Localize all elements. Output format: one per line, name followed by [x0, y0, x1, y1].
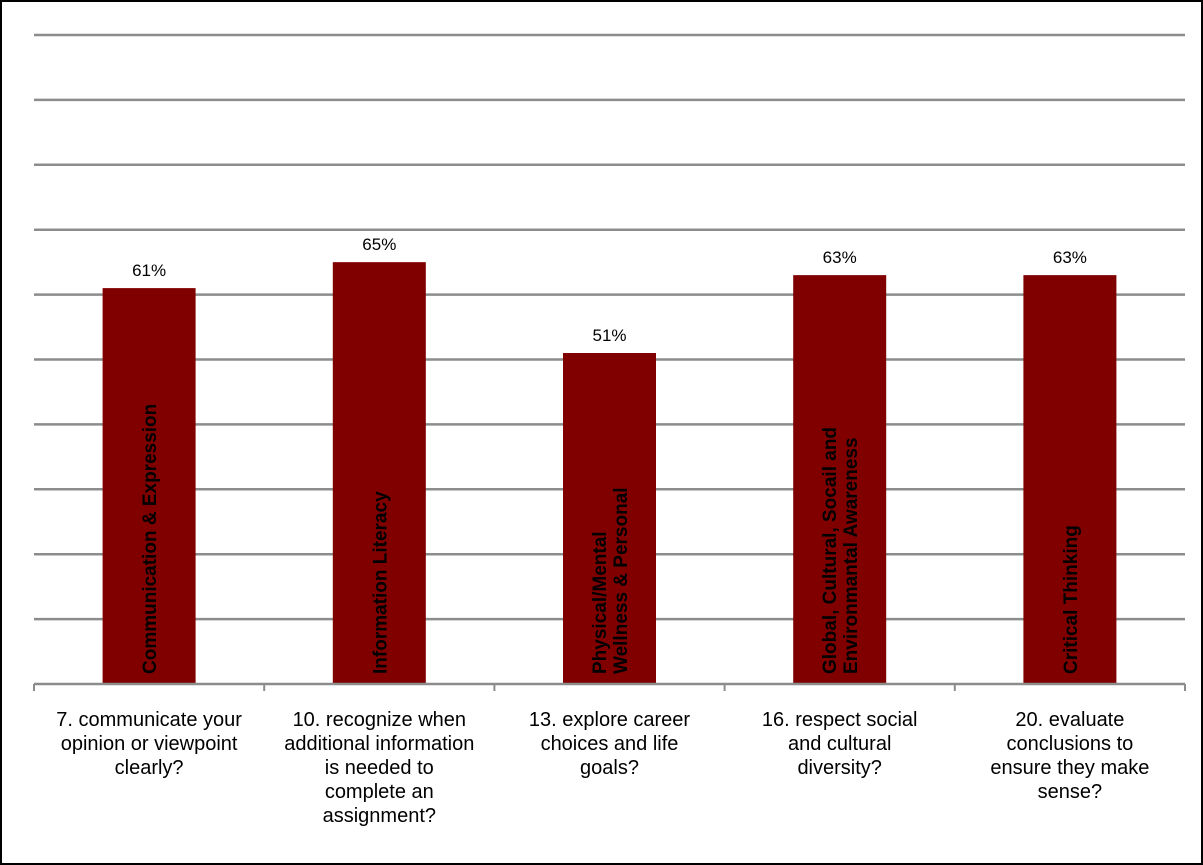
bar [563, 353, 656, 684]
bar-inner-label: Information Literacy [370, 491, 391, 674]
data-label: 61% [132, 261, 166, 280]
data-label: 51% [592, 326, 626, 345]
bar-inner-label: Global, Cultural, Socail and [820, 427, 841, 674]
x-tick-label: 20. evaluate conclusions to ensure they … [990, 709, 1150, 803]
data-label: 63% [823, 248, 857, 267]
bar-inner-label: Critical Thinking [1061, 525, 1082, 674]
data-label: 63% [1053, 248, 1087, 267]
x-tick-label: 16. respect social and cultural diversit… [761, 709, 918, 779]
bar [1023, 275, 1117, 684]
bar-inner-label: Environmantal Awareness [841, 437, 862, 674]
x-tick-label: 13. explore career choices and life goal… [528, 709, 691, 779]
bar [332, 262, 426, 684]
bar-inner-label: Physical/Mental [590, 531, 611, 674]
bar-inner-label: Wellness & Personal [611, 487, 632, 674]
bar-inner-label: Communication & Expression [140, 404, 161, 674]
x-tick-label: 7. communicate your opinion or viewpoint… [56, 709, 242, 779]
data-label: 65% [362, 235, 396, 254]
bar [793, 275, 887, 684]
x-tick-label: 10. recognize when additional informatio… [284, 709, 475, 827]
bar [102, 288, 196, 684]
